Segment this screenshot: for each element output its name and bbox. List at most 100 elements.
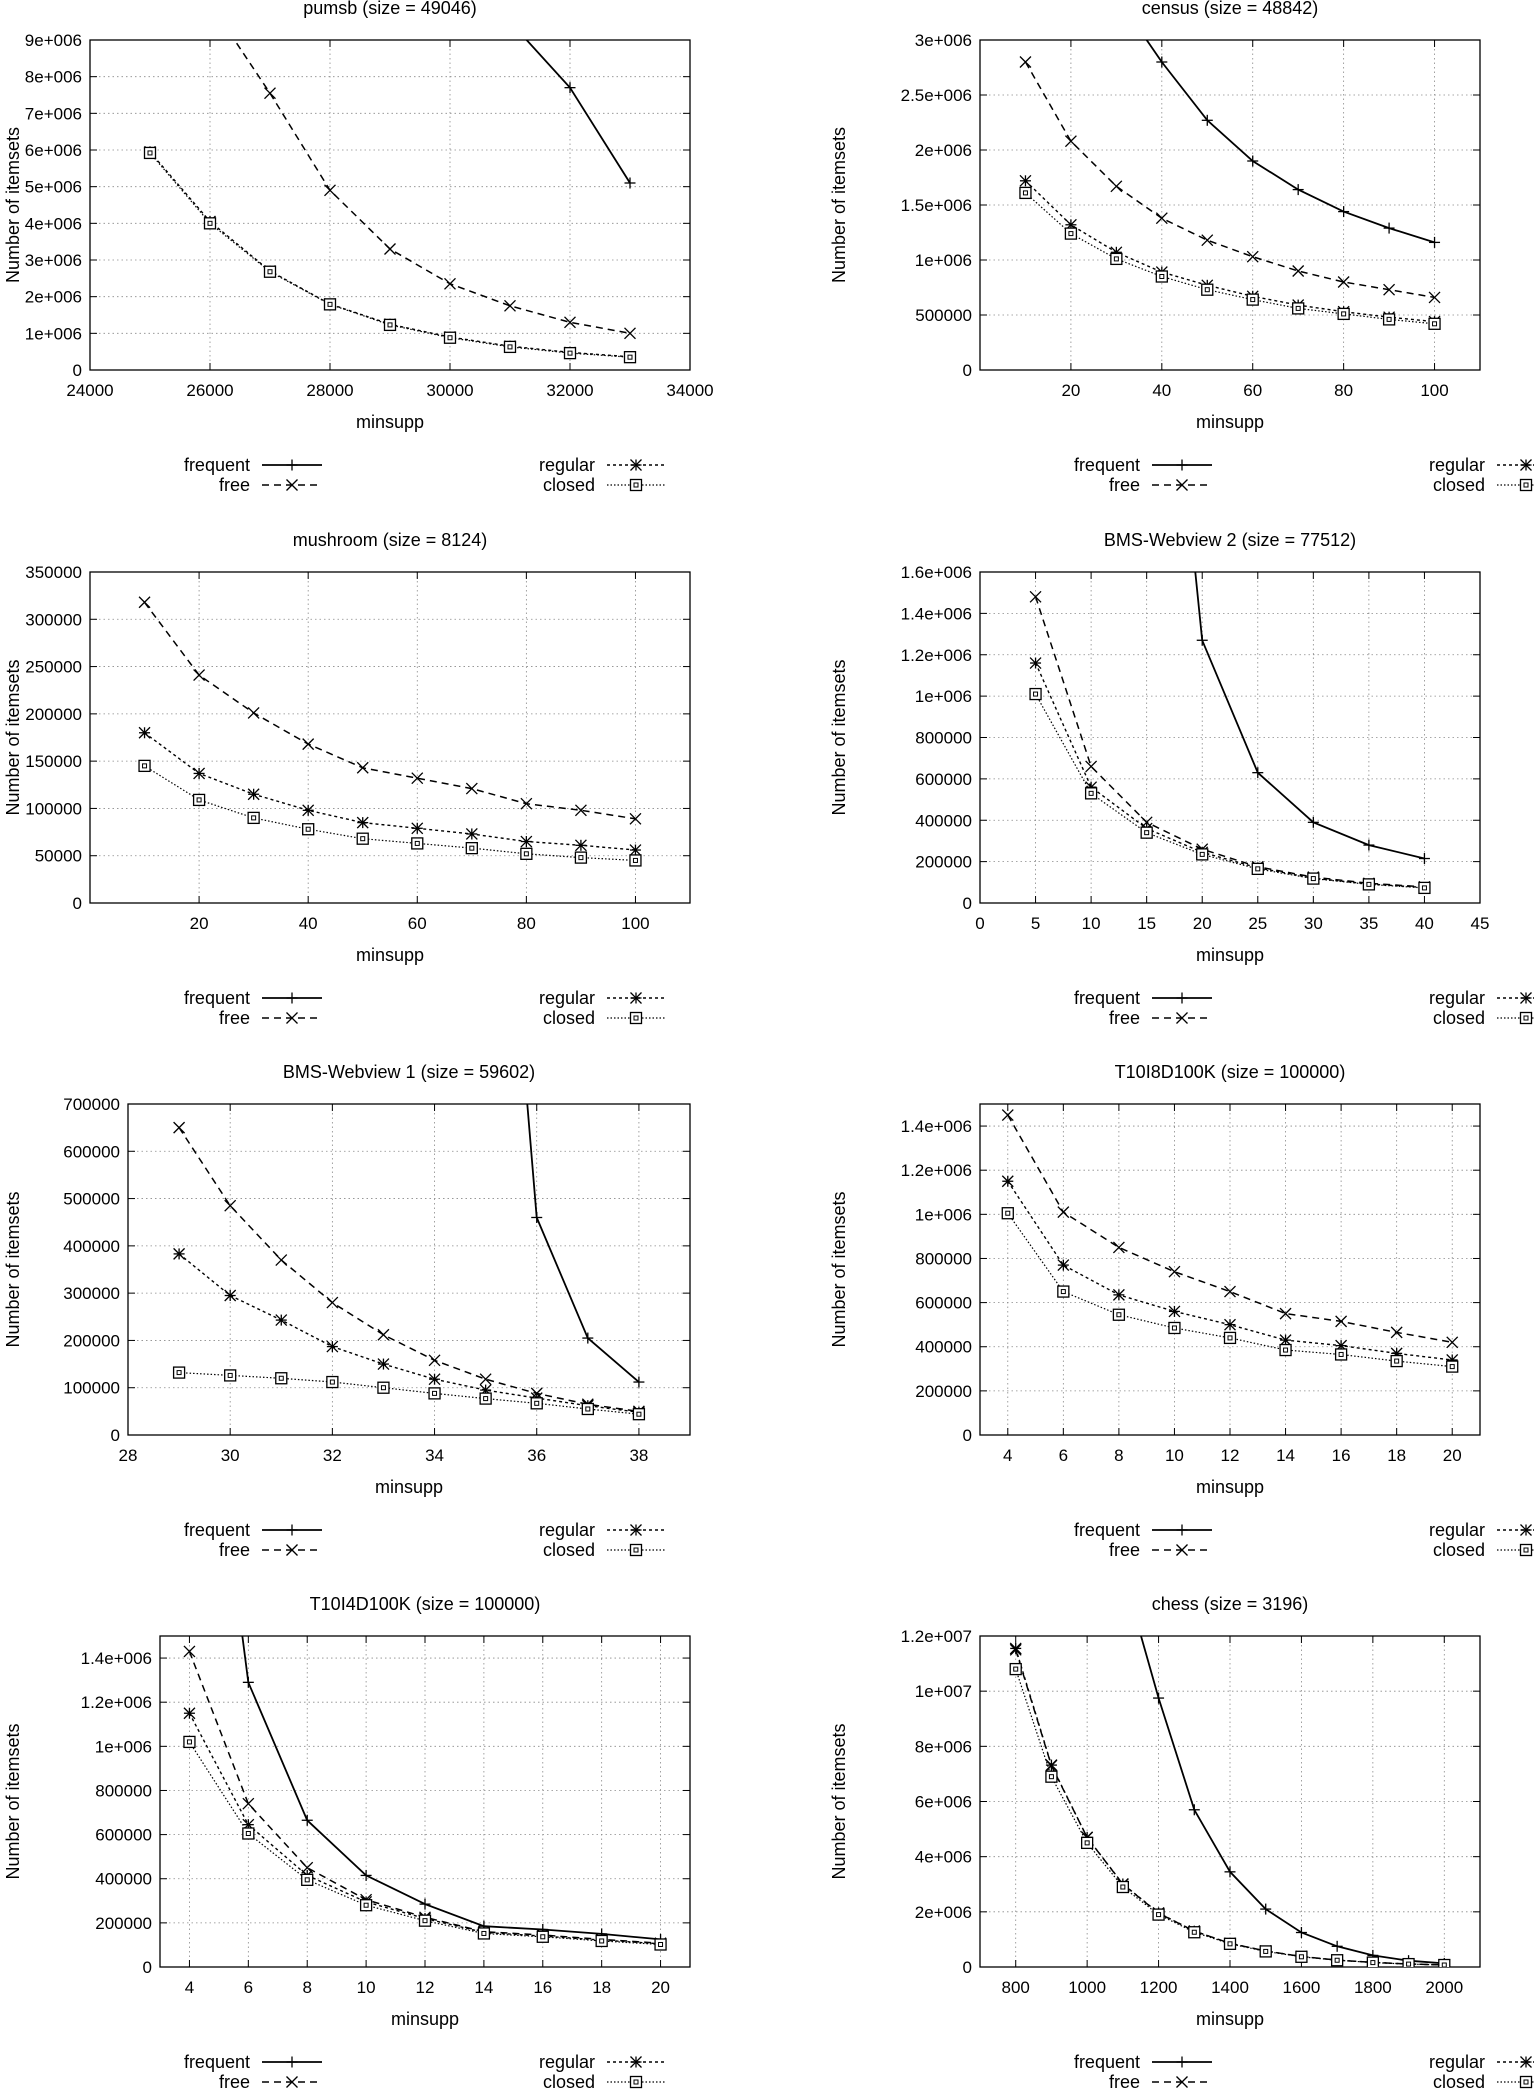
legend-marker-frequent — [1176, 1524, 1188, 1536]
point-regular — [1168, 1305, 1181, 1318]
y-tick-label: 600000 — [915, 1294, 972, 1313]
point-frequent — [1201, 114, 1213, 126]
x-tick-label: 1200 — [1140, 1978, 1178, 1997]
point-frequent — [564, 82, 576, 94]
point-closed — [143, 146, 157, 160]
point-closed — [520, 847, 533, 860]
x-tick-label: 32000 — [546, 381, 593, 400]
x-axis-label: minsupp — [1196, 1477, 1264, 1497]
chart-title: BMS-Webview 1 (size = 59602) — [283, 1062, 535, 1082]
y-tick-label: 250000 — [25, 658, 82, 677]
legend-marker-closed — [629, 478, 643, 492]
series-line-frequent — [1140, 1636, 1445, 1965]
point-free — [504, 299, 516, 312]
legend-label-frequent: frequent — [184, 455, 250, 475]
y-tick-label: 400000 — [95, 1870, 152, 1889]
legend-label-frequent: frequent — [184, 2052, 250, 2072]
series-line-regular — [1025, 180, 1435, 323]
point-frequent — [1188, 1804, 1200, 1816]
point-closed — [595, 1934, 608, 1948]
x-tick-label: 20 — [651, 1978, 670, 1997]
y-axis-label: Number of itemsets — [829, 127, 849, 283]
series-area — [183, 1636, 667, 1951]
point-free — [1112, 1241, 1125, 1254]
y-tick-label: 500000 — [915, 306, 972, 325]
point-closed — [443, 331, 457, 344]
y-tick-label: 400000 — [915, 811, 972, 830]
point-closed — [224, 1369, 237, 1382]
y-tick-label: 1.2e+006 — [81, 1693, 152, 1712]
plot-frame — [979, 1103, 1481, 1436]
x-tick-label: 30 — [221, 1446, 240, 1465]
point-frequent — [1247, 155, 1259, 167]
x-tick-label: 12 — [1221, 1446, 1240, 1465]
point-closed — [411, 837, 424, 850]
series-line-closed — [179, 1372, 639, 1415]
y-tick-label: 1.2e+006 — [901, 1161, 972, 1180]
point-free — [224, 1199, 237, 1212]
point-regular — [1001, 1175, 1014, 1188]
y-tick-label: 0 — [963, 894, 972, 913]
y-tick-label: 1.6e+006 — [901, 563, 972, 582]
x-tick-label: 40 — [1152, 381, 1171, 400]
y-tick-label: 350000 — [25, 563, 82, 582]
legend-label-free: free — [219, 475, 250, 495]
series-line-frequent — [1145, 40, 1435, 244]
legend-marker-regular — [630, 459, 642, 471]
y-tick-label: 1e+006 — [915, 1205, 972, 1224]
point-frequent — [1331, 1940, 1343, 1952]
legend-label-regular: regular — [539, 455, 595, 475]
series-line-frequent — [241, 1636, 661, 1941]
x-tick-label: 30000 — [426, 381, 473, 400]
chart-title: census (size = 48842) — [1142, 0, 1319, 18]
y-tick-label: 200000 — [915, 853, 972, 872]
y-tick-label: 600000 — [63, 1142, 120, 1161]
legend-label-frequent: frequent — [1074, 988, 1140, 1008]
y-tick-label: 2e+006 — [915, 1903, 972, 1922]
legend-marker-free — [286, 479, 298, 491]
point-free — [247, 706, 260, 719]
series-line-regular — [1034, 662, 1425, 889]
series-line-closed — [1025, 192, 1435, 325]
chart-7: 800 1000 1200 1400 1600 1800 2000 0 2e+006 4e+006… — [829, 1594, 1534, 2092]
point-free — [1155, 212, 1168, 225]
x-axis-label: minsupp — [375, 1477, 443, 1497]
point-frequent — [1338, 206, 1350, 218]
y-tick-label: 600000 — [915, 770, 972, 789]
point-free — [377, 1328, 390, 1341]
series-line-frequent — [1194, 572, 1425, 860]
point-closed — [654, 1938, 667, 1951]
plot-frame — [979, 571, 1481, 904]
y-tick-label: 6e+006 — [915, 1793, 972, 1812]
point-closed — [1223, 1331, 1237, 1345]
legend-label-free: free — [219, 1540, 250, 1560]
x-tick-label: 34 — [425, 1446, 444, 1465]
point-free — [629, 812, 642, 825]
y-tick-label: 400000 — [63, 1237, 120, 1256]
x-tick-label: 1000 — [1068, 1978, 1106, 1997]
point-closed — [1337, 307, 1350, 321]
x-tick-label: 2000 — [1425, 1978, 1463, 1997]
point-frequent — [1260, 1903, 1272, 1915]
plot-frame — [127, 1103, 691, 1436]
point-closed — [1152, 1908, 1165, 1921]
x-axis-label: minsupp — [391, 2009, 459, 2029]
x-tick-label: 10 — [357, 1978, 376, 1997]
point-closed — [1402, 1957, 1415, 1967]
legend-marker-regular — [1520, 1524, 1532, 1536]
point-regular — [356, 816, 369, 829]
point-free — [479, 1373, 492, 1386]
chart-title: pumsb (size = 49046) — [303, 0, 477, 18]
point-closed — [479, 1392, 492, 1405]
point-closed — [301, 1873, 314, 1886]
point-closed — [1390, 1354, 1403, 1368]
point-closed — [1019, 186, 1032, 200]
y-tick-label: 100000 — [25, 799, 82, 818]
legend-label-closed: closed — [543, 1540, 595, 1560]
point-regular — [1009, 1642, 1022, 1655]
point-regular — [1029, 657, 1042, 669]
